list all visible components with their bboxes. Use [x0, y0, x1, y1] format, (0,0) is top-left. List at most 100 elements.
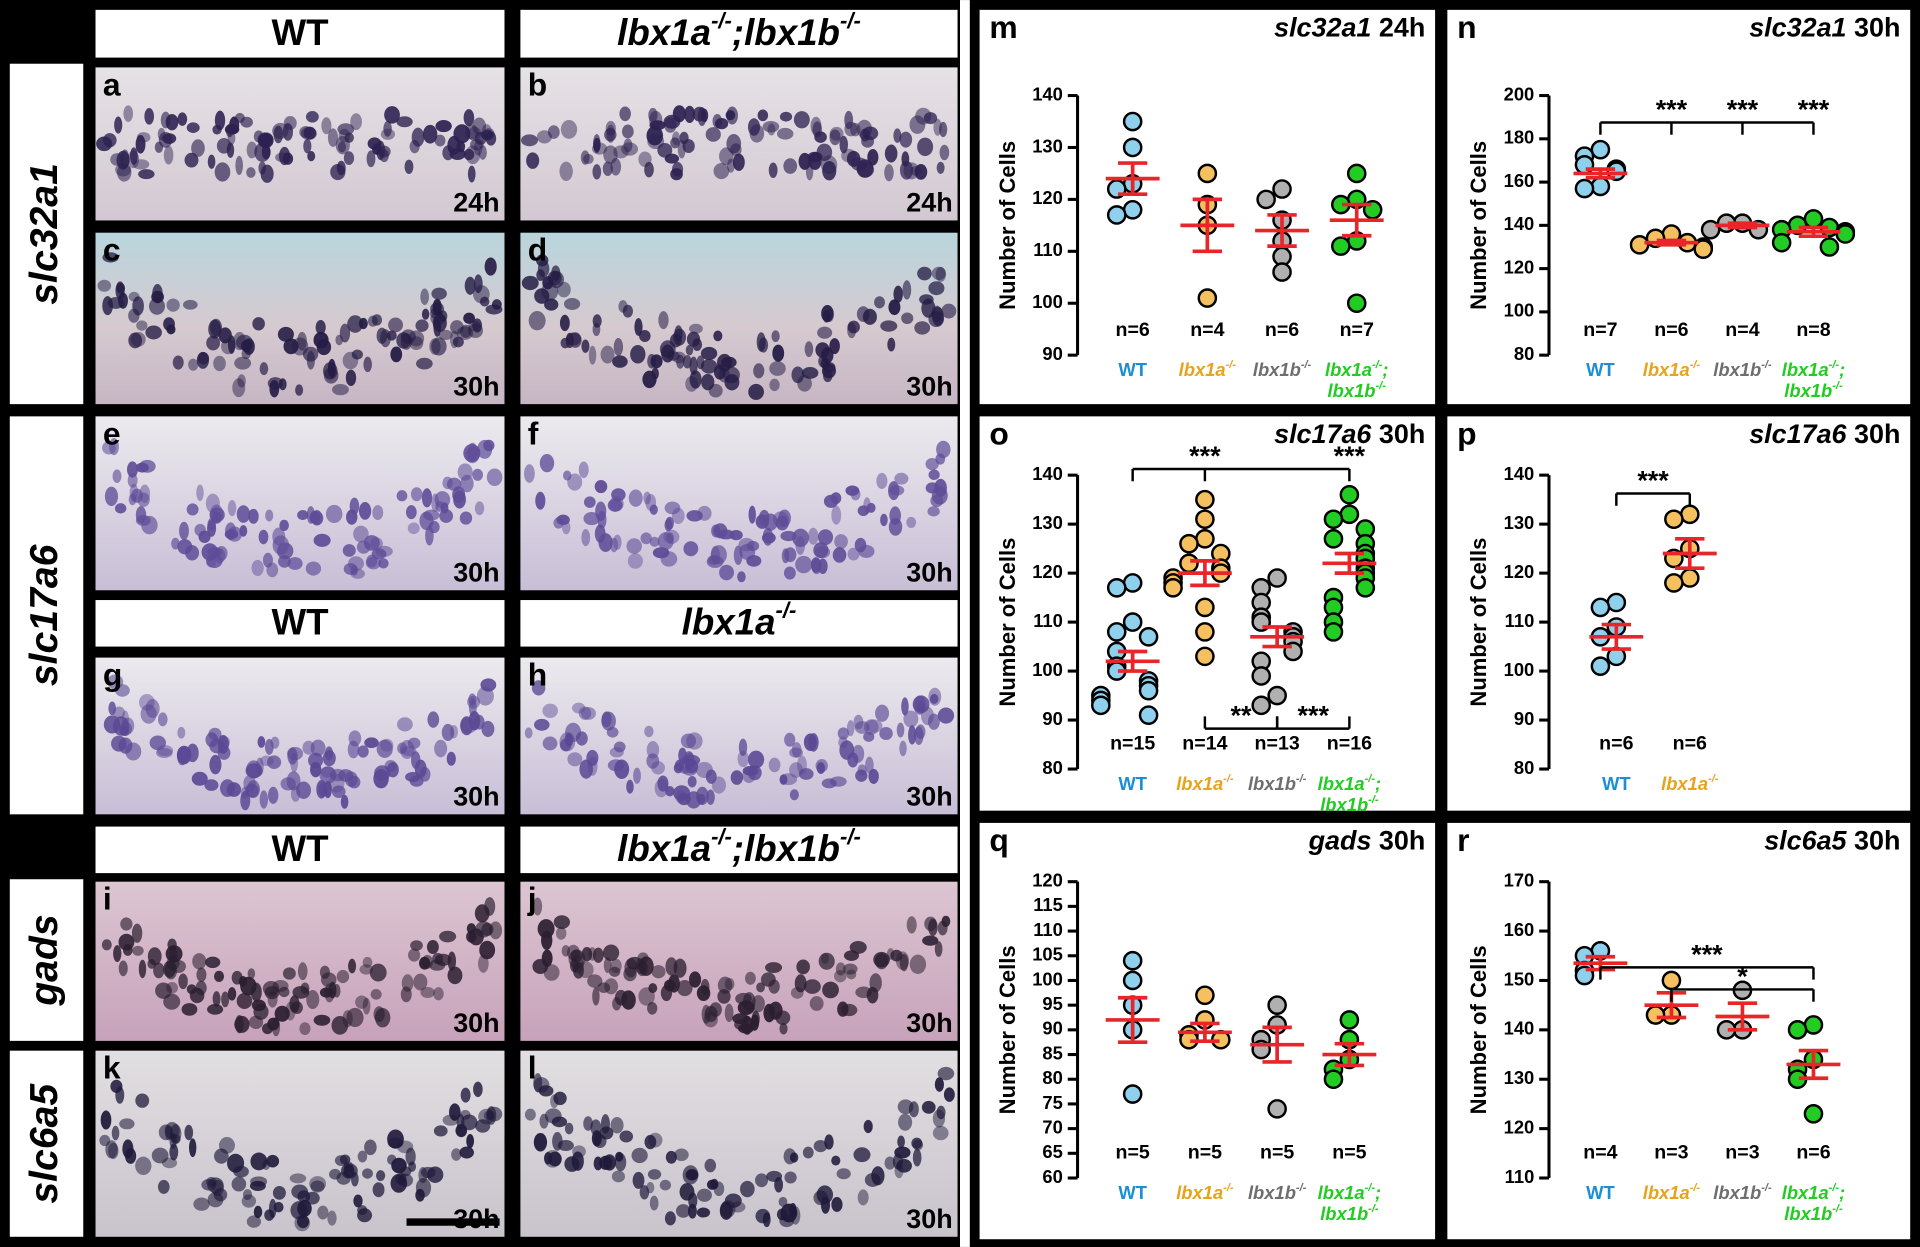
- data-point: [1122, 612, 1143, 632]
- stained-cell: [276, 542, 294, 560]
- stained-cell: [296, 1215, 310, 1229]
- stained-cell: [102, 441, 116, 455]
- data-point: [1122, 1084, 1143, 1104]
- stained-cell: [240, 790, 251, 811]
- stained-cell: [906, 916, 917, 934]
- stained-cell: [345, 369, 357, 387]
- stained-cell: [567, 752, 583, 767]
- significance: ***: [1189, 441, 1221, 471]
- stained-cell: [813, 1139, 828, 1153]
- stained-cell: [240, 116, 253, 128]
- stained-cell: [559, 161, 573, 181]
- stained-cell: [435, 120, 452, 133]
- data-point: [1606, 161, 1627, 182]
- x-tick-label: lbx1a-/-: [1176, 773, 1234, 794]
- stained-cell: [408, 1161, 417, 1172]
- stained-cell: [846, 969, 857, 980]
- stained-cell: [687, 775, 697, 788]
- stained-cell: [483, 439, 495, 452]
- stained-cell: [177, 747, 188, 766]
- stained-cell: [327, 128, 339, 147]
- stained-cell: [943, 1087, 955, 1102]
- stained-cell: [248, 508, 259, 524]
- stained-cell: [555, 926, 567, 940]
- stained-cell: [332, 384, 349, 396]
- stained-cell: [177, 539, 193, 555]
- data-point: [1179, 533, 1199, 554]
- stained-cell: [114, 503, 127, 514]
- stained-cell: [857, 764, 867, 776]
- stained-cell: [933, 118, 942, 136]
- stained-cell: [544, 1108, 562, 1124]
- stained-cell: [849, 941, 867, 954]
- y-tick-label: 120: [1032, 187, 1063, 208]
- stained-cell: [930, 494, 944, 508]
- stained-cell: [209, 754, 222, 775]
- stained-cell: [186, 122, 200, 133]
- stained-cell: [472, 468, 483, 481]
- panel-letter: e: [103, 415, 121, 451]
- stained-cell: [429, 338, 441, 355]
- x-tick-label: WT: [1586, 1182, 1615, 1203]
- stained-cell: [257, 736, 266, 748]
- stained-cell: [899, 131, 913, 148]
- stained-cell: [729, 529, 743, 541]
- chart-title: slc17a6 30h: [1274, 419, 1425, 449]
- x-tick-label: WT: [1118, 773, 1147, 794]
- stained-cell: [313, 533, 331, 547]
- stained-cell: [227, 987, 237, 1001]
- stained-cell: [457, 463, 473, 481]
- stained-cell: [676, 354, 685, 369]
- stained-cell: [789, 762, 803, 778]
- stained-cell: [218, 327, 232, 344]
- stained-cell: [110, 1079, 123, 1093]
- stained-cell: [817, 529, 834, 546]
- x-tick-label: lbx1b-/-: [1713, 359, 1772, 380]
- stained-cell: [713, 163, 730, 180]
- stained-cell: [524, 727, 533, 739]
- stained-cell: [893, 128, 902, 143]
- n-label: n=7: [1583, 319, 1617, 341]
- stained-cell: [364, 737, 379, 749]
- y-tick-label: 90: [1042, 708, 1062, 729]
- stained-cell: [781, 548, 790, 564]
- stained-cell: [937, 707, 955, 724]
- stained-cell: [539, 453, 555, 473]
- y-tick-label: 150: [1504, 968, 1535, 989]
- stained-cell: [714, 118, 729, 130]
- stained-cell: [310, 510, 324, 526]
- stained-cell: [547, 125, 560, 139]
- data-point: [1272, 262, 1292, 282]
- stained-cell: [880, 513, 888, 527]
- y-tick-label: 120: [1504, 561, 1535, 582]
- stained-cell: [317, 1205, 329, 1220]
- stained-cell: [297, 962, 308, 981]
- stained-cell: [684, 105, 696, 123]
- stained-cell: [188, 358, 199, 371]
- stained-cell: [565, 332, 574, 349]
- stained-cell: [441, 723, 455, 742]
- stained-cell: [780, 530, 797, 542]
- data-point: [1819, 237, 1840, 257]
- stained-cell: [113, 945, 122, 962]
- significance: *: [1737, 962, 1748, 992]
- stained-cell: [415, 319, 429, 332]
- stained-cell: [808, 527, 819, 545]
- stained-cell: [362, 956, 373, 968]
- stained-cell: [463, 312, 475, 324]
- stained-cell: [613, 534, 622, 550]
- stained-cell: [107, 297, 125, 309]
- stained-cell: [748, 750, 765, 769]
- stained-cell: [737, 750, 749, 768]
- x-tick-label: lbx1a-/-; lbx1b-/-: [1318, 1182, 1381, 1224]
- stained-cell: [941, 915, 951, 927]
- stained-cell: [771, 330, 780, 343]
- stained-cell: [611, 488, 626, 502]
- y-tick-label: 180: [1504, 127, 1535, 148]
- data-point: [1323, 1069, 1344, 1090]
- x-tick-label: WT: [1118, 359, 1147, 380]
- stained-cell: [921, 1100, 936, 1114]
- gene-label: slc32a1: [23, 163, 66, 305]
- data-point: [1803, 1015, 1824, 1035]
- stained-cell: [673, 785, 691, 801]
